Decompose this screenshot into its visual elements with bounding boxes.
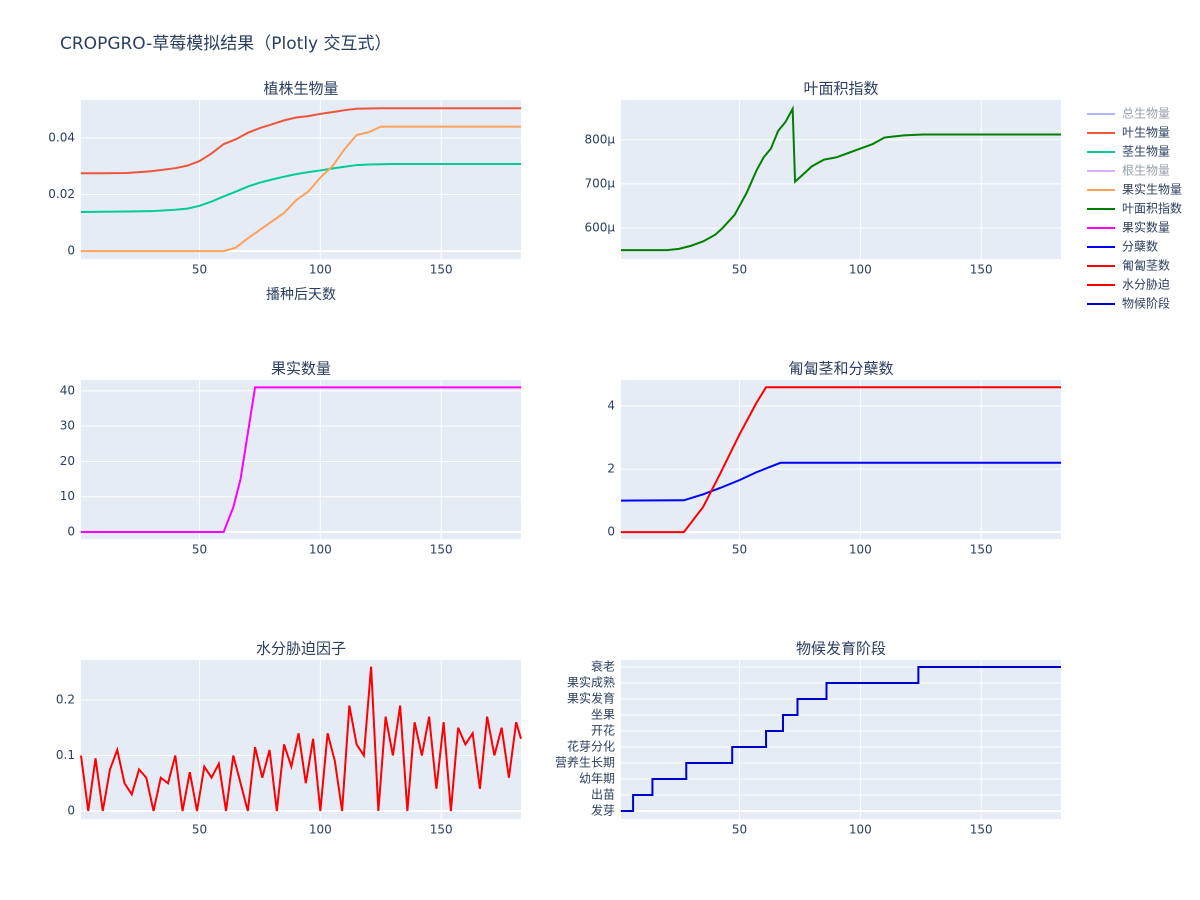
figure-title: CROPGRO-草莓模拟结果（Plotly 交互式） <box>60 34 392 54</box>
series-line <box>80 666 522 812</box>
series-line <box>621 666 1061 813</box>
legend-label[interactable]: 水分胁迫 <box>1122 277 1170 292</box>
series-line <box>81 386 521 533</box>
legend-label[interactable]: 叶生物量 <box>1122 126 1170 140</box>
y-tick-label: 0 <box>67 524 75 538</box>
y-tick-label: 40 <box>60 383 75 397</box>
x-tick-label: 50 <box>732 263 747 277</box>
legend-label[interactable]: 总生物量 <box>1122 107 1170 121</box>
y-tick-label: 30 <box>60 419 75 433</box>
y-tick-label: 0.2 <box>56 692 75 706</box>
x-tick-label: 150 <box>430 263 453 277</box>
series-line <box>620 461 1061 502</box>
y-tick-label: 0 <box>607 525 615 539</box>
y-tick-label: 0.04 <box>48 130 75 144</box>
x-tick-label: 150 <box>970 543 993 557</box>
y-tick-label: 果实成熟 <box>567 675 615 690</box>
x-tick-label: 50 <box>732 823 747 837</box>
x-tick-label: 100 <box>849 263 872 277</box>
y-tick-label: 花芽分化 <box>567 739 615 754</box>
x-tick-label: 100 <box>309 263 332 277</box>
x-tick-label: 50 <box>192 823 207 837</box>
plot-area <box>81 380 521 539</box>
series-line <box>81 107 521 175</box>
plot-area <box>621 380 1061 539</box>
x-tick-label: 100 <box>309 823 332 837</box>
x-tick-label: 150 <box>970 823 993 837</box>
legend-label[interactable]: 叶面积指数 <box>1122 201 1182 216</box>
y-tick-label: 0.1 <box>56 748 75 762</box>
x-tick-label: 50 <box>732 543 747 557</box>
y-tick-label: 4 <box>607 399 615 413</box>
legend-label[interactable]: 物候阶段 <box>1122 296 1170 311</box>
x-tick-label: 100 <box>309 543 332 557</box>
subplot-title: 植株生物量 <box>263 80 338 98</box>
x-tick-label: 50 <box>192 263 207 277</box>
series-line <box>621 386 1061 534</box>
y-tick-label: 20 <box>60 454 75 468</box>
y-tick-label: 开花 <box>591 723 615 738</box>
y-tick-label: 600μ <box>584 221 615 235</box>
legend-label[interactable]: 果实数量 <box>1122 220 1170 235</box>
x-tick-label: 100 <box>849 543 872 557</box>
y-tick-label: 0 <box>67 244 75 258</box>
series-line <box>621 105 1061 252</box>
plot-area <box>621 100 1061 259</box>
y-tick-label: 0.02 <box>48 187 75 201</box>
y-tick-label: 发芽 <box>591 803 615 818</box>
x-tick-label: 50 <box>192 543 207 557</box>
y-tick-label: 2 <box>607 462 615 476</box>
x-axis-title: 播种后天数 <box>266 287 336 303</box>
plot-area <box>81 100 521 259</box>
subplot-title: 水分胁迫因子 <box>256 640 346 658</box>
x-tick-label: 150 <box>430 543 453 557</box>
plot-area <box>81 660 521 819</box>
y-tick-label: 0 <box>67 804 75 818</box>
subplot-title: 果实数量 <box>271 360 331 378</box>
series-line <box>80 162 521 214</box>
subplot-title: 叶面积指数 <box>803 80 878 98</box>
y-tick-label: 营养生长期 <box>555 755 615 770</box>
x-tick-label: 150 <box>430 823 453 837</box>
y-tick-label: 出苗 <box>591 788 615 802</box>
plot-area <box>621 660 1061 819</box>
subplot-title: 物候发育阶段 <box>796 640 886 658</box>
y-tick-label: 幼年期 <box>579 772 615 786</box>
legend-label[interactable]: 茎生物量 <box>1122 145 1170 159</box>
x-tick-label: 150 <box>970 263 993 277</box>
y-tick-label: 10 <box>60 489 75 503</box>
y-tick-label: 果实发育 <box>567 691 615 706</box>
y-tick-label: 坐果 <box>591 708 615 722</box>
legend-label[interactable]: 果实生物量 <box>1122 182 1182 197</box>
y-tick-label: 衰老 <box>591 659 615 674</box>
y-tick-label: 700μ <box>584 176 615 190</box>
y-tick-label: 800μ <box>584 132 615 146</box>
legend-label[interactable]: 分蘖数 <box>1122 239 1158 254</box>
series-line <box>81 125 521 253</box>
x-tick-label: 100 <box>849 823 872 837</box>
subplot-title: 匍匐茎和分蘖数 <box>788 360 893 378</box>
legend-label[interactable]: 根生物量 <box>1122 164 1170 178</box>
legend-label[interactable]: 匍匐茎数 <box>1122 258 1170 273</box>
